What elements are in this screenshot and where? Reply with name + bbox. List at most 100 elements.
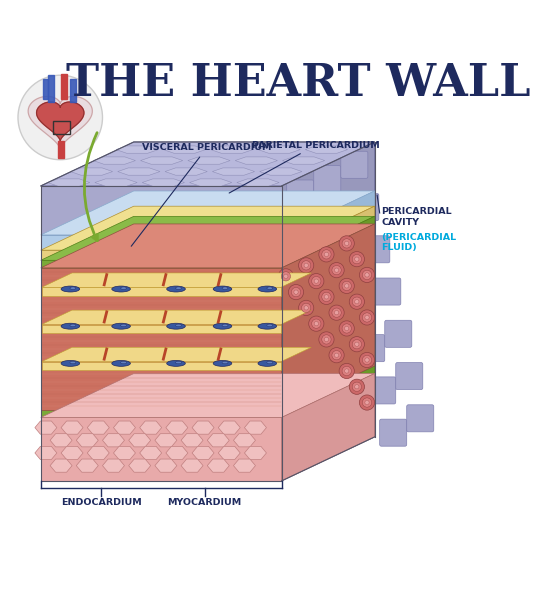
- Circle shape: [278, 269, 294, 284]
- Ellipse shape: [167, 323, 185, 329]
- Circle shape: [352, 254, 362, 264]
- Circle shape: [334, 268, 339, 272]
- Ellipse shape: [112, 323, 130, 329]
- Circle shape: [359, 352, 375, 368]
- Polygon shape: [212, 168, 254, 175]
- Ellipse shape: [213, 361, 232, 367]
- Circle shape: [288, 284, 304, 300]
- Ellipse shape: [258, 286, 277, 292]
- Polygon shape: [245, 421, 266, 434]
- FancyBboxPatch shape: [347, 292, 374, 319]
- Polygon shape: [235, 157, 277, 164]
- FancyBboxPatch shape: [385, 320, 412, 347]
- Ellipse shape: [121, 324, 126, 326]
- FancyBboxPatch shape: [358, 335, 385, 362]
- Ellipse shape: [213, 323, 232, 329]
- Polygon shape: [245, 446, 266, 460]
- Text: ENDOCARDIUM: ENDOCARDIUM: [61, 498, 141, 507]
- Circle shape: [359, 395, 375, 410]
- Circle shape: [322, 335, 331, 344]
- Circle shape: [281, 272, 290, 281]
- Circle shape: [355, 299, 359, 304]
- FancyBboxPatch shape: [145, 188, 178, 205]
- Polygon shape: [41, 217, 375, 260]
- FancyBboxPatch shape: [319, 307, 347, 334]
- Circle shape: [345, 369, 349, 373]
- Polygon shape: [218, 446, 240, 460]
- Polygon shape: [282, 366, 375, 418]
- Polygon shape: [237, 179, 279, 186]
- Circle shape: [309, 274, 324, 289]
- Ellipse shape: [258, 323, 277, 329]
- Circle shape: [329, 263, 344, 278]
- Polygon shape: [234, 434, 255, 447]
- FancyBboxPatch shape: [145, 205, 178, 221]
- FancyBboxPatch shape: [212, 205, 246, 221]
- Polygon shape: [234, 459, 255, 472]
- Polygon shape: [35, 446, 57, 460]
- FancyBboxPatch shape: [363, 236, 390, 263]
- Polygon shape: [282, 142, 375, 481]
- Polygon shape: [192, 446, 214, 460]
- Circle shape: [332, 350, 341, 360]
- Polygon shape: [282, 191, 375, 250]
- Ellipse shape: [222, 287, 228, 289]
- Circle shape: [334, 353, 339, 358]
- FancyBboxPatch shape: [77, 188, 111, 205]
- Circle shape: [301, 303, 311, 313]
- Ellipse shape: [167, 286, 185, 292]
- Circle shape: [329, 305, 344, 320]
- Polygon shape: [258, 146, 300, 153]
- FancyBboxPatch shape: [342, 391, 369, 418]
- Circle shape: [345, 241, 349, 245]
- Polygon shape: [71, 79, 76, 102]
- Circle shape: [365, 273, 369, 277]
- Ellipse shape: [61, 286, 80, 292]
- Circle shape: [294, 290, 298, 294]
- Ellipse shape: [176, 361, 182, 364]
- Circle shape: [18, 75, 102, 160]
- Circle shape: [349, 251, 364, 267]
- Circle shape: [362, 270, 371, 280]
- Polygon shape: [76, 459, 98, 472]
- Polygon shape: [155, 434, 177, 447]
- Polygon shape: [41, 418, 282, 481]
- Ellipse shape: [70, 287, 76, 289]
- Text: PARIETAL PERICARDIUM: PARIETAL PERICARDIUM: [229, 140, 380, 193]
- Polygon shape: [93, 157, 136, 164]
- Bar: [42, 287, 281, 296]
- Circle shape: [322, 292, 331, 302]
- Polygon shape: [218, 421, 240, 434]
- Circle shape: [349, 294, 364, 309]
- Circle shape: [322, 250, 331, 259]
- Circle shape: [324, 252, 329, 256]
- Text: VISCERAL PERICARDIUM: VISCERAL PERICARDIUM: [131, 143, 272, 246]
- Polygon shape: [41, 186, 282, 235]
- Circle shape: [342, 281, 351, 290]
- Ellipse shape: [112, 286, 130, 292]
- Circle shape: [329, 347, 344, 363]
- Text: MYOCARDIUM: MYOCARDIUM: [167, 498, 242, 507]
- Circle shape: [365, 358, 369, 362]
- FancyBboxPatch shape: [314, 166, 341, 193]
- Polygon shape: [57, 141, 63, 158]
- Polygon shape: [113, 446, 136, 460]
- Circle shape: [334, 311, 339, 315]
- Circle shape: [324, 337, 329, 341]
- Ellipse shape: [222, 324, 228, 326]
- Polygon shape: [42, 310, 311, 325]
- Circle shape: [355, 257, 359, 261]
- Circle shape: [304, 263, 309, 268]
- Circle shape: [312, 277, 321, 286]
- FancyBboxPatch shape: [111, 205, 145, 221]
- Polygon shape: [61, 421, 83, 434]
- FancyBboxPatch shape: [407, 405, 434, 432]
- FancyBboxPatch shape: [352, 194, 379, 221]
- Polygon shape: [50, 434, 72, 447]
- Circle shape: [349, 337, 364, 352]
- Circle shape: [319, 289, 334, 305]
- Circle shape: [319, 332, 334, 347]
- Ellipse shape: [176, 287, 182, 289]
- Bar: [42, 325, 281, 333]
- Ellipse shape: [70, 361, 76, 364]
